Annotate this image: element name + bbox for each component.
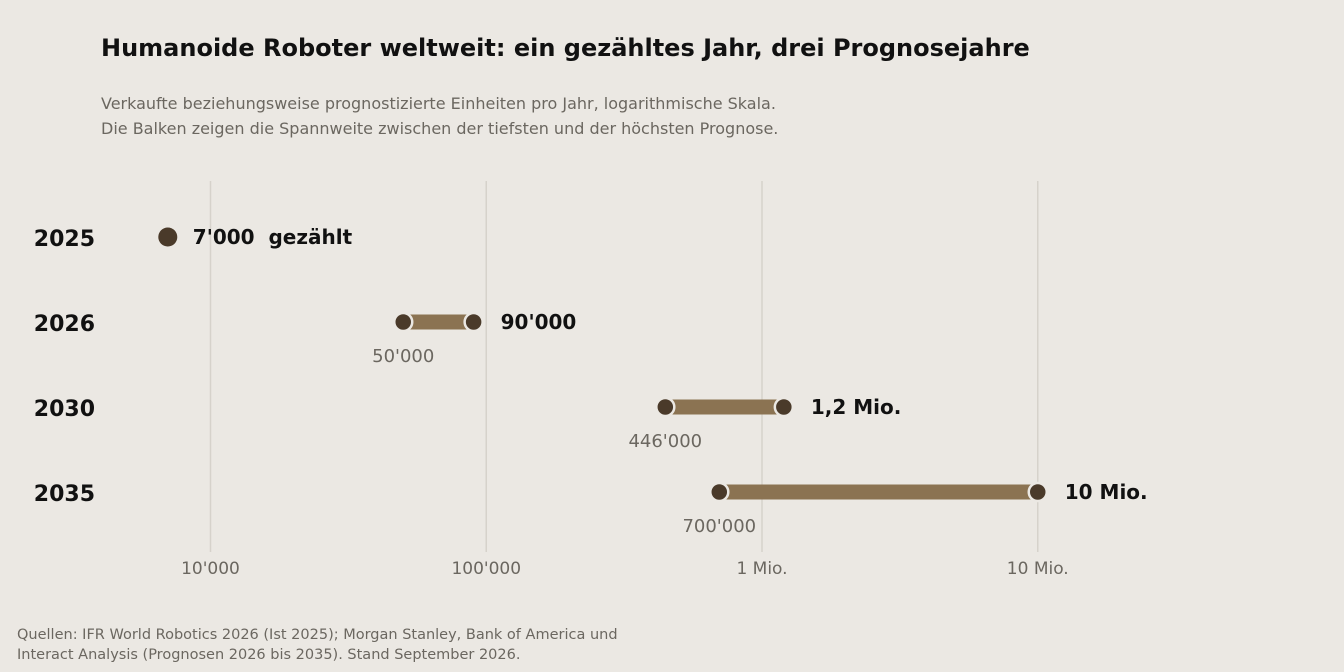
x-tick-label: 1 Mio. — [736, 559, 787, 579]
low-point — [392, 311, 414, 333]
year-label: 2030 — [34, 397, 95, 422]
year-label: 2025 — [34, 227, 95, 252]
x-tick-label: 100'000 — [451, 559, 521, 579]
x-tick-label: 10'000 — [181, 559, 240, 579]
low-point — [655, 396, 676, 418]
low-value-label: 700'000 — [682, 516, 756, 537]
year-label: 2026 — [34, 312, 95, 337]
high-value-label: 90'000 — [501, 310, 577, 334]
high-point — [773, 396, 795, 418]
source-note: Quellen: IFR World Robotics 2026 (Ist 20… — [17, 625, 618, 665]
chart-subtitle: Verkaufte beziehungsweise prognostiziert… — [101, 91, 778, 141]
value-label: 7'000 gezählt — [193, 225, 353, 249]
high-value-label: 10 Mio. — [1065, 480, 1148, 504]
year-label: 2035 — [34, 482, 95, 507]
chart-title: Humanoide Roboter weltweit: ein gezählte… — [101, 34, 1030, 62]
subtitle-line-2: Die Balken zeigen die Spannweite zwische… — [101, 119, 779, 138]
high-point — [463, 311, 484, 333]
range-chart: 10'000 100'000 1 Mio. 10 Mio. 2025 7'000 gezä… — [34, 181, 1148, 579]
source-line-1: Quellen: IFR World Robotics 2026 (Ist 20… — [17, 627, 618, 643]
high-point — [1027, 481, 1048, 503]
data-point — [158, 227, 178, 247]
low-point — [709, 481, 730, 503]
high-value-label: 1,2 Mio. — [811, 395, 902, 419]
low-value-label: 446'000 — [628, 431, 702, 452]
low-value-label: 50'000 — [372, 346, 434, 367]
source-line-2: Interact Analysis (Prognosen 2026 bis 20… — [17, 647, 521, 663]
subtitle-line-1: Verkaufte beziehungsweise prognostiziert… — [101, 94, 776, 113]
x-tick-label: 10 Mio. — [1007, 559, 1069, 579]
